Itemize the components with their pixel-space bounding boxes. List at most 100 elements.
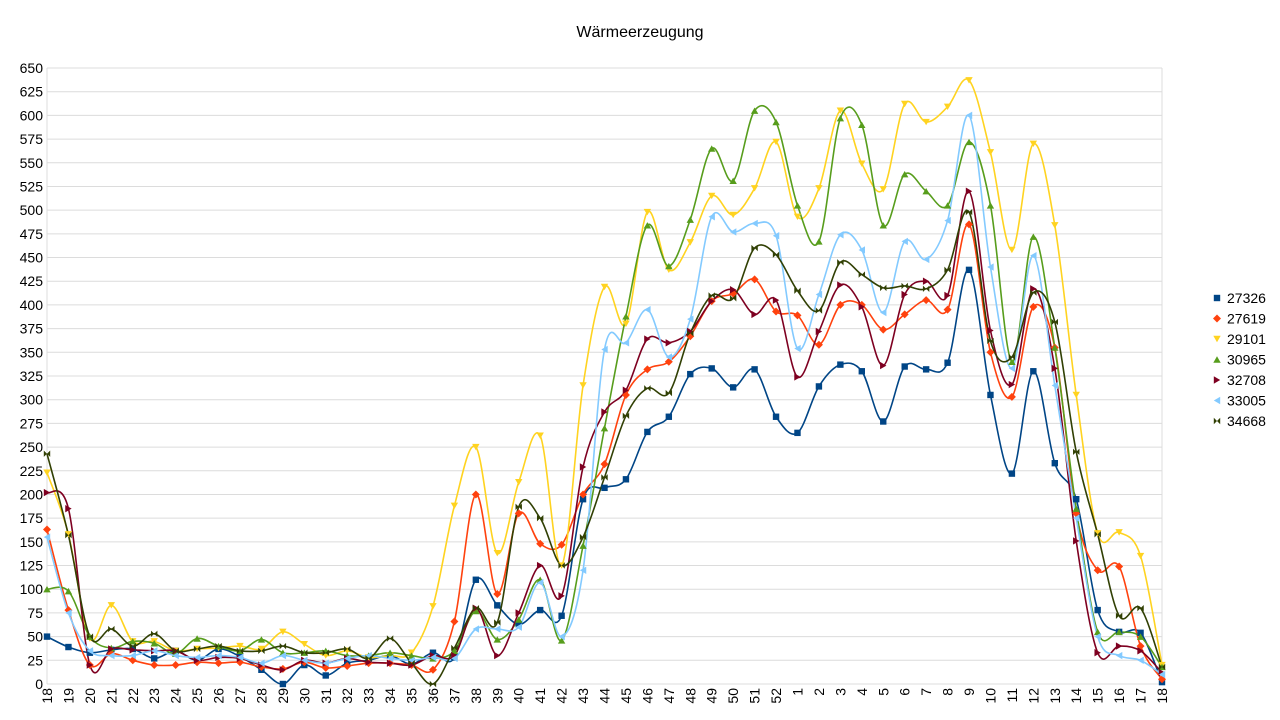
data-point-27619: [879, 325, 888, 334]
data-point-30965: [257, 636, 266, 643]
data-point-33005: [622, 339, 630, 347]
data-point-30965: [493, 636, 501, 643]
data-point-29101: [686, 239, 694, 246]
legend-marker: [1213, 335, 1221, 343]
data-point-32708: [751, 310, 758, 319]
y-tick-label: 500: [20, 202, 44, 218]
data-point-33005: [965, 111, 973, 120]
data-point-27326: [558, 612, 565, 619]
data-point-34668: [880, 284, 887, 292]
data-point-32708: [729, 286, 737, 294]
data-point-33005: [301, 656, 308, 665]
data-point-34668: [172, 647, 179, 655]
data-point-29101: [643, 208, 652, 216]
data-point-27326: [279, 680, 287, 688]
data-point-30965: [386, 649, 394, 656]
data-point-34668: [751, 244, 758, 252]
x-tick-label: 41: [532, 688, 548, 704]
data-point-34668: [65, 532, 72, 539]
data-point-34668: [601, 474, 608, 481]
data-point-27326: [708, 365, 715, 372]
x-tick-label: 23: [146, 688, 162, 704]
x-tick-label: 17: [1133, 688, 1149, 704]
data-point-27619: [750, 275, 759, 284]
series-markers: [43, 77, 1166, 688]
data-point-34668: [494, 619, 501, 626]
y-tick-label: 150: [20, 534, 44, 550]
data-point-33005: [922, 255, 930, 264]
data-point-29101: [493, 550, 501, 557]
data-point-27326: [1030, 368, 1037, 375]
data-point-27326: [815, 383, 823, 390]
data-point-33005: [279, 651, 287, 660]
x-tick-label: 1: [789, 688, 805, 696]
data-point-34668: [365, 655, 372, 662]
data-point-34668: [258, 647, 265, 655]
data-point-29101: [793, 213, 802, 220]
data-point-30965: [815, 238, 823, 245]
data-point-27326: [858, 368, 866, 375]
data-point-27619: [471, 490, 480, 499]
data-point-34668: [687, 330, 694, 337]
data-point-32708: [451, 651, 458, 660]
data-point-27326: [837, 361, 844, 368]
data-point-33005: [1051, 381, 1058, 390]
data-point-30965: [1051, 344, 1059, 351]
series-line-33005: [46, 114, 1163, 676]
data-point-27619: [965, 220, 974, 229]
data-point-30965: [922, 188, 930, 195]
data-point-34668: [536, 514, 544, 522]
legend-marker: [1213, 356, 1221, 363]
data-point-32708: [601, 408, 608, 416]
x-tick-label: 27: [232, 688, 248, 704]
data-point-27619: [1029, 302, 1038, 311]
data-point-30965: [750, 107, 759, 114]
data-point-32708: [494, 651, 501, 660]
x-tick-label: 45: [618, 688, 634, 704]
data-point-29101: [922, 118, 930, 126]
data-point-32708: [365, 658, 372, 666]
data-point-29101: [729, 211, 737, 219]
data-point-27326: [322, 672, 329, 679]
y-tick-label: 625: [20, 84, 44, 100]
data-point-34668: [236, 647, 244, 655]
legend-label: 27619: [1227, 311, 1266, 327]
data-point-29101: [1051, 222, 1059, 229]
data-point-32708: [965, 187, 973, 195]
data-point-34668: [108, 625, 115, 633]
data-point-30965: [1008, 358, 1016, 365]
x-tick-label: 34: [382, 688, 398, 704]
data-point-29101: [900, 100, 909, 108]
data-point-29101: [600, 283, 609, 291]
data-point-34668: [1030, 289, 1037, 296]
data-point-27619: [922, 296, 931, 305]
data-point-30965: [150, 640, 158, 647]
data-point-33005: [65, 609, 72, 617]
data-point-32708: [515, 609, 522, 617]
chart-title: Wärmeerzeugung: [576, 24, 703, 41]
data-point-27619: [557, 540, 566, 549]
data-point-33005: [515, 623, 522, 631]
data-point-27326: [772, 413, 780, 420]
data-point-33005: [987, 263, 994, 271]
y-tick-label: 275: [20, 415, 44, 431]
data-point-29101: [986, 149, 995, 156]
y-tick-label: 325: [20, 368, 44, 384]
y-tick-label: 550: [20, 155, 44, 171]
data-point-27326: [1008, 470, 1016, 477]
data-point-33005: [944, 216, 951, 225]
data-point-34668: [837, 259, 844, 266]
data-point-27619: [1093, 566, 1102, 575]
data-point-29101: [300, 640, 309, 648]
data-point-27326: [1137, 629, 1144, 637]
x-tick-label: 26: [211, 688, 227, 704]
data-point-30965: [622, 313, 630, 320]
data-point-30965: [1072, 505, 1080, 512]
data-point-32708: [901, 290, 908, 299]
data-point-29101: [965, 77, 973, 84]
x-tick-label: 43: [575, 688, 591, 704]
data-point-33005: [601, 345, 608, 354]
data-point-32708: [944, 291, 951, 300]
data-point-32708: [558, 592, 565, 600]
data-point-32708: [644, 335, 651, 343]
